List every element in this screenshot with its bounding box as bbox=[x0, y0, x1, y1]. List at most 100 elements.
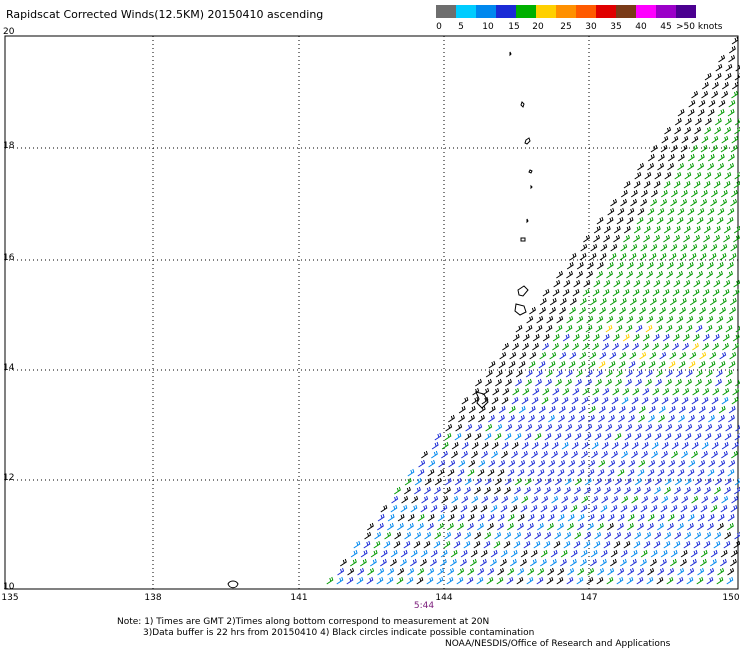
wind-barb bbox=[494, 531, 502, 540]
wind-barb bbox=[727, 108, 735, 117]
wind-barb bbox=[567, 522, 574, 531]
wind-barb bbox=[674, 477, 682, 486]
wind-barb bbox=[672, 387, 680, 396]
wind-barb bbox=[614, 432, 622, 441]
wind-barb bbox=[601, 495, 609, 504]
wind-barb bbox=[596, 576, 604, 585]
wind-barb bbox=[706, 261, 714, 270]
wind-barb bbox=[461, 450, 468, 459]
wind-barb bbox=[487, 468, 495, 477]
wind-barb bbox=[639, 558, 647, 567]
wind-barb bbox=[384, 531, 392, 540]
wind-barb bbox=[616, 315, 624, 324]
wind-barb bbox=[626, 216, 634, 225]
wind-barb bbox=[663, 234, 671, 243]
wind-barb bbox=[711, 441, 719, 450]
wind-barb bbox=[471, 495, 479, 504]
wind-barb bbox=[420, 504, 428, 513]
wind-barb bbox=[631, 495, 639, 504]
wind-barb bbox=[547, 468, 555, 477]
color-scale-swatch bbox=[556, 5, 576, 18]
wind-barb bbox=[589, 297, 597, 306]
wind-barb bbox=[497, 522, 504, 531]
wind-barb bbox=[613, 234, 621, 243]
wind-barb bbox=[586, 261, 594, 270]
wind-barb bbox=[568, 360, 576, 369]
wind-barb bbox=[530, 549, 538, 558]
wind-barb bbox=[676, 261, 684, 270]
wind-barb bbox=[554, 477, 562, 486]
wind-barb bbox=[732, 333, 740, 342]
wind-barb bbox=[643, 225, 651, 234]
wind-barb bbox=[721, 90, 729, 99]
wind-barb bbox=[581, 450, 588, 459]
time-label: 5:44 bbox=[413, 601, 435, 611]
wind-barb bbox=[639, 297, 647, 306]
lat-label: 10 bbox=[3, 582, 15, 592]
wind-barb bbox=[662, 333, 670, 342]
wind-barb bbox=[643, 540, 651, 549]
color-scale-swatch bbox=[656, 5, 676, 18]
wind-barb bbox=[488, 414, 495, 423]
wind-barb bbox=[570, 504, 578, 513]
wind-barb bbox=[495, 369, 503, 378]
wind-barb bbox=[667, 207, 675, 216]
wind-barb bbox=[724, 171, 732, 180]
wind-barb bbox=[578, 360, 586, 369]
wind-barb bbox=[648, 459, 656, 468]
wind-barb bbox=[367, 567, 375, 576]
wind-barb bbox=[600, 504, 608, 513]
wind-barb bbox=[481, 495, 489, 504]
wind-barb bbox=[481, 441, 489, 450]
wind-barb bbox=[555, 369, 563, 378]
wind-barb bbox=[540, 504, 548, 513]
wind-barb bbox=[608, 414, 615, 423]
wind-barb bbox=[617, 522, 624, 531]
wind-barb bbox=[637, 207, 645, 216]
wind-barb bbox=[596, 216, 604, 225]
wind-barb bbox=[719, 252, 727, 261]
wind-barb bbox=[701, 450, 708, 459]
wind-barb bbox=[656, 270, 663, 279]
wind-barb bbox=[678, 414, 685, 423]
wind-barb bbox=[687, 567, 695, 576]
wind-barb bbox=[699, 351, 707, 360]
wind-barb bbox=[541, 450, 548, 459]
wind-barb bbox=[635, 378, 642, 387]
wind-barb bbox=[670, 549, 678, 558]
wind-barb bbox=[690, 189, 698, 198]
wind-barb bbox=[734, 531, 740, 540]
wind-barb bbox=[353, 540, 361, 549]
wind-barb bbox=[646, 576, 654, 585]
wind-barb bbox=[494, 432, 502, 441]
wind-barb bbox=[724, 117, 732, 126]
wind-barb bbox=[579, 306, 586, 315]
wind-barb bbox=[687, 522, 694, 531]
wind-barb bbox=[576, 315, 584, 324]
wind-barb bbox=[578, 414, 585, 423]
lat-label: 12 bbox=[3, 473, 15, 483]
wind-barb bbox=[512, 342, 519, 351]
wind-barb bbox=[644, 171, 652, 180]
wind-barb bbox=[624, 477, 632, 486]
wind-barb bbox=[637, 162, 645, 171]
wind-barb bbox=[707, 207, 715, 216]
wind-barb bbox=[585, 369, 593, 378]
color-scale-label: 5 bbox=[458, 22, 464, 32]
wind-barb bbox=[726, 576, 734, 585]
wind-barb bbox=[543, 540, 551, 549]
wind-barb bbox=[397, 567, 405, 576]
wind-barb bbox=[481, 396, 489, 405]
wind-barb bbox=[682, 387, 690, 396]
wind-barb bbox=[721, 81, 729, 90]
wind-barb bbox=[603, 279, 611, 288]
wind-barb bbox=[620, 504, 628, 513]
wind-barb bbox=[336, 576, 344, 585]
wind-barb bbox=[490, 504, 498, 513]
wind-barb bbox=[520, 549, 528, 558]
wind-barb bbox=[695, 369, 703, 378]
color-scale-label: >50 knots bbox=[676, 22, 723, 32]
wind-barb bbox=[657, 513, 665, 522]
wind-barb bbox=[576, 261, 584, 270]
wind-barb bbox=[725, 423, 733, 432]
